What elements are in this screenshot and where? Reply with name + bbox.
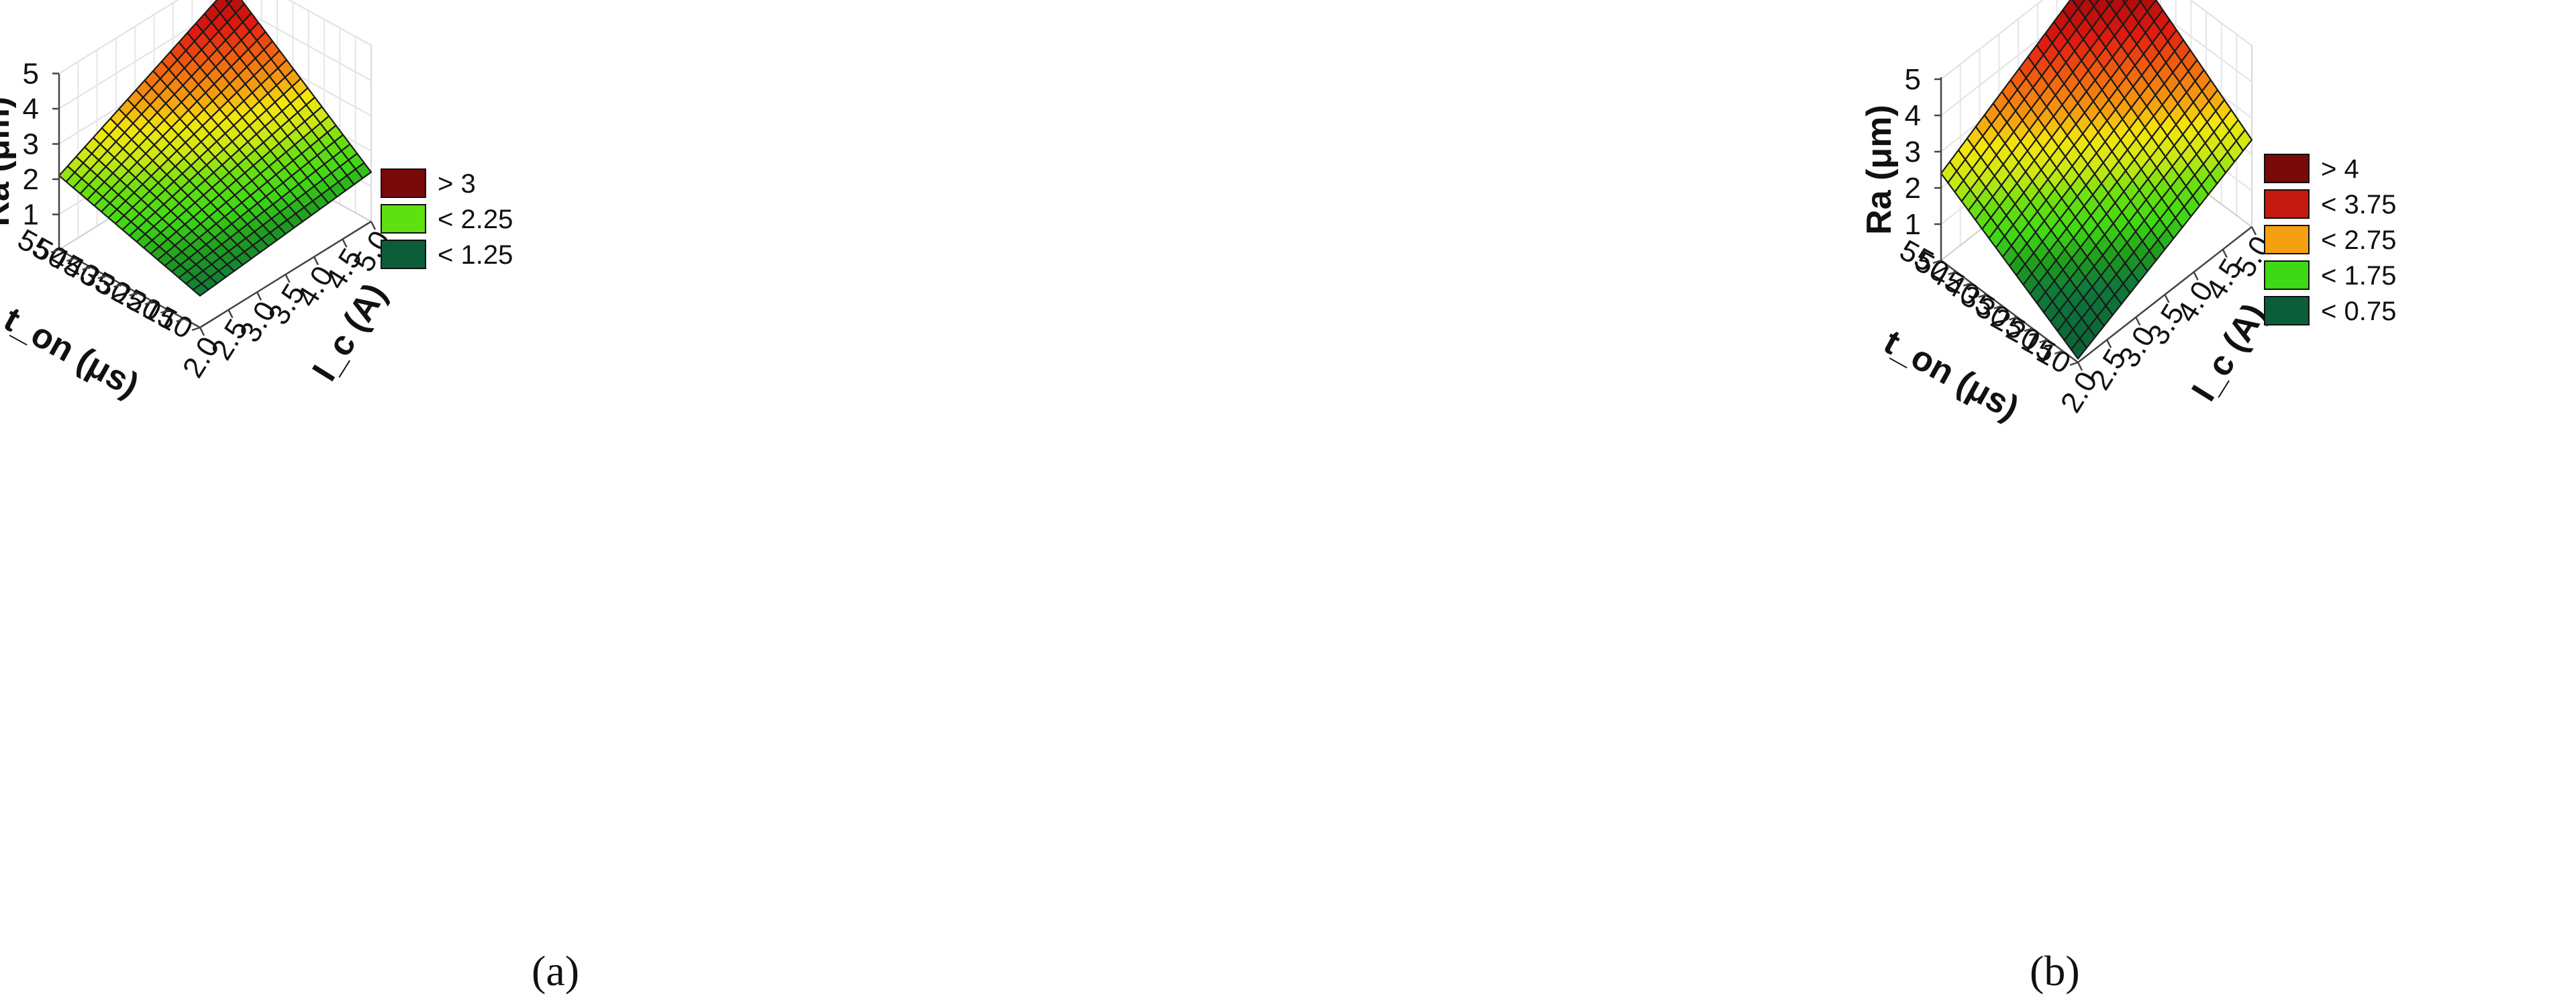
surface-cell bbox=[2105, 0, 2114, 6]
legend-label: < 0.75 bbox=[2321, 297, 2396, 326]
y-tick-mark bbox=[2164, 294, 2170, 303]
x-tick-mark bbox=[160, 309, 169, 314]
surface-cell bbox=[2088, 0, 2100, 7]
y-tick-mark bbox=[2106, 339, 2112, 348]
surface-cell bbox=[2138, 0, 2143, 3]
surface-cell bbox=[2108, 0, 2126, 15]
panel-label-a: (a) bbox=[532, 947, 580, 995]
x-tick-mark bbox=[82, 266, 91, 270]
y-tick-mark bbox=[313, 256, 319, 266]
x-tick-mark bbox=[113, 283, 122, 288]
legend-swatch bbox=[381, 204, 426, 234]
surface-cell bbox=[2071, 0, 2085, 9]
legend-label: < 1.25 bbox=[438, 240, 513, 270]
surface-cell bbox=[2093, 0, 2110, 17]
y-tick-mark bbox=[2077, 362, 2083, 371]
legend-swatch bbox=[2264, 189, 2310, 219]
z-tick-label: 4 bbox=[23, 93, 39, 125]
z-tick-label: 5 bbox=[23, 58, 39, 91]
y-tick-mark bbox=[228, 309, 234, 319]
surface-mesh bbox=[58, 0, 373, 297]
surface-cell bbox=[2146, 0, 2164, 22]
y-tick-mark bbox=[2222, 249, 2228, 258]
surface-cell bbox=[212, 0, 230, 14]
legend-label: < 2.75 bbox=[2321, 225, 2396, 255]
surface-cell bbox=[2062, 0, 2079, 21]
y-tick-mark bbox=[256, 291, 262, 301]
surface-cell bbox=[2124, 0, 2142, 14]
z-tick-label: 1 bbox=[23, 199, 39, 232]
y-tick-mark bbox=[370, 221, 377, 230]
legend-label: < 3.75 bbox=[2321, 190, 2396, 219]
legend-label: < 1.75 bbox=[2321, 261, 2396, 291]
surface-chart-a: 12345101520253035404550552.02.53.03.54.0… bbox=[0, 0, 513, 405]
z-tick-label: 1 bbox=[1905, 208, 1921, 241]
x-tick-mark bbox=[2024, 327, 2033, 332]
legend-swatch bbox=[2264, 296, 2310, 325]
legend-swatch bbox=[2264, 260, 2310, 290]
surface-cell bbox=[2077, 0, 2095, 19]
z-tick-label: 2 bbox=[23, 163, 39, 196]
legend-swatch bbox=[2264, 154, 2310, 183]
surface-cell bbox=[228, 0, 246, 14]
z-tick-label: 3 bbox=[1905, 136, 1921, 168]
y-tick-mark bbox=[342, 238, 348, 248]
x-tick-mark bbox=[1978, 293, 1987, 298]
surface-cell bbox=[2139, 0, 2157, 13]
legend: > 4 < 3.75 < 2.75 < 1.75 < 0.75 bbox=[2264, 154, 2396, 326]
x-tick-mark bbox=[1963, 282, 1972, 287]
axes: 12345101520253035404550552.02.53.03.54.0… bbox=[1860, 63, 2278, 428]
x-tick-mark bbox=[1932, 259, 1942, 264]
legend-label: > 4 bbox=[2321, 154, 2359, 184]
x-tick-mark bbox=[2054, 350, 2063, 355]
y-tick-mark bbox=[2135, 317, 2141, 326]
legend-swatch bbox=[381, 240, 426, 269]
y-tick-mark bbox=[2250, 226, 2257, 236]
panel-label-b: (b) bbox=[2030, 947, 2080, 995]
x-tick-mark bbox=[176, 317, 185, 323]
y-tick-mark bbox=[2193, 271, 2199, 281]
x-tick-mark bbox=[50, 248, 60, 254]
z-tick-label: 2 bbox=[1905, 172, 1921, 205]
x-tick-mark bbox=[191, 326, 201, 332]
chart-panel-a: 1 2 3 4 5 10 15 20 25 30 35 40 45 50 55 2.0 2.5 3.0 3.5 4.0… bbox=[0, 0, 580, 995]
surface-cell bbox=[225, 0, 234, 5]
x-tick-mark bbox=[2039, 339, 2048, 344]
z-tick-label: 5 bbox=[1905, 63, 1921, 96]
legend-label: > 3 bbox=[438, 169, 476, 199]
z-axis-label: Ra (μm) bbox=[1860, 105, 1899, 235]
legend-label: < 2.25 bbox=[438, 205, 513, 234]
z-tick-label: 3 bbox=[23, 128, 39, 161]
surface-chart-b: 12345101520253035404550552.02.53.03.54.0… bbox=[1860, 0, 2396, 428]
legend-swatch bbox=[2264, 225, 2310, 254]
x-tick-mark bbox=[129, 292, 138, 297]
x-tick-mark bbox=[1948, 270, 1957, 276]
x-tick-mark bbox=[1993, 305, 2003, 309]
surface-mesh bbox=[1940, 0, 2253, 360]
x-tick-mark bbox=[2069, 361, 2079, 366]
legend: > 3 < 2.25 < 1.25 bbox=[381, 168, 513, 270]
z-axis-label: Ra (μm) bbox=[0, 97, 17, 227]
surface-cell bbox=[2122, 0, 2128, 4]
x-tick-mark bbox=[144, 301, 154, 305]
y-tick-mark bbox=[285, 274, 291, 283]
x-tick-mark bbox=[66, 257, 75, 262]
x-tick-mark bbox=[2008, 316, 2018, 321]
y-tick-mark bbox=[199, 327, 205, 336]
legend-swatch bbox=[381, 168, 426, 198]
x-tick-mark bbox=[97, 274, 107, 279]
chart-panel-b: 1 2 3 4 5 10 15 20 25 30 35 40 45 50 55 2.0 2.5 3.0 3.5 4.0… bbox=[1288, 0, 2576, 1008]
x-axis-label: t_on (μs) bbox=[0, 300, 145, 405]
z-tick-label: 4 bbox=[1905, 99, 1921, 132]
